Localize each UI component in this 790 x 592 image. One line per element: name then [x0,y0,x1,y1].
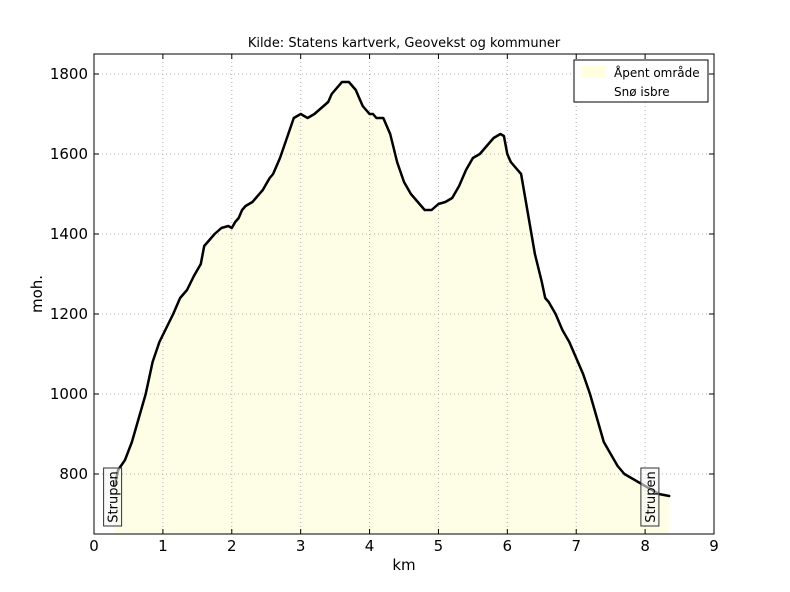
x-tick-label: 5 [434,537,444,555]
x-tick-label: 4 [365,537,375,555]
annotation-strupen: Strupen [103,467,123,527]
legend-swatch-open-area [582,66,606,78]
x-tick-label: 8 [640,537,650,555]
annotation-box [640,467,660,527]
y-tick-label: 1400 [50,225,88,243]
y-tick-label: 1600 [50,145,88,163]
x-tick-label: 6 [503,537,513,555]
annotation-label: Strupen [107,471,122,522]
profile-line-layer [113,80,671,498]
y-tick-label: 1800 [50,65,88,83]
area-fills [114,82,670,534]
x-tick-label: 0 [89,537,99,555]
y-tick-label: 1000 [50,385,88,403]
annotation-box [103,467,123,527]
y-tick-label: 1200 [50,305,88,323]
legend-label-open-area: Åpent område [614,65,700,80]
elevation-line [113,80,671,498]
x-axis-label: km [392,556,415,574]
x-tick-label: 3 [296,537,306,555]
annotations: Strupen Strupen [103,467,660,527]
legend-swatch-snow-glacier [582,85,606,97]
y-tick-label: 800 [59,465,88,483]
legend: Åpent område Snø isbre [573,59,709,103]
x-tick-label: 2 [227,537,237,555]
annotation-strupen: Strupen [640,467,660,527]
x-tick-label: 1 [158,537,168,555]
annotation-label: Strupen [644,471,659,522]
y-axis-label: moh. [28,275,46,313]
x-tick-label: 7 [571,537,581,555]
area-fill-open-area [114,82,670,534]
axis-ticks: 0 1 2 3 4 5 6 7 8 9 800 1000 1200 1400 1600 1800 [50,54,719,555]
legend-label-snow-glacier: Snø isbre [614,85,670,99]
chart-title: Kilde: Statens kartverk, Geovekst og kom… [248,36,561,51]
x-tick-label: 9 [709,537,719,555]
plot-frame [93,53,715,535]
